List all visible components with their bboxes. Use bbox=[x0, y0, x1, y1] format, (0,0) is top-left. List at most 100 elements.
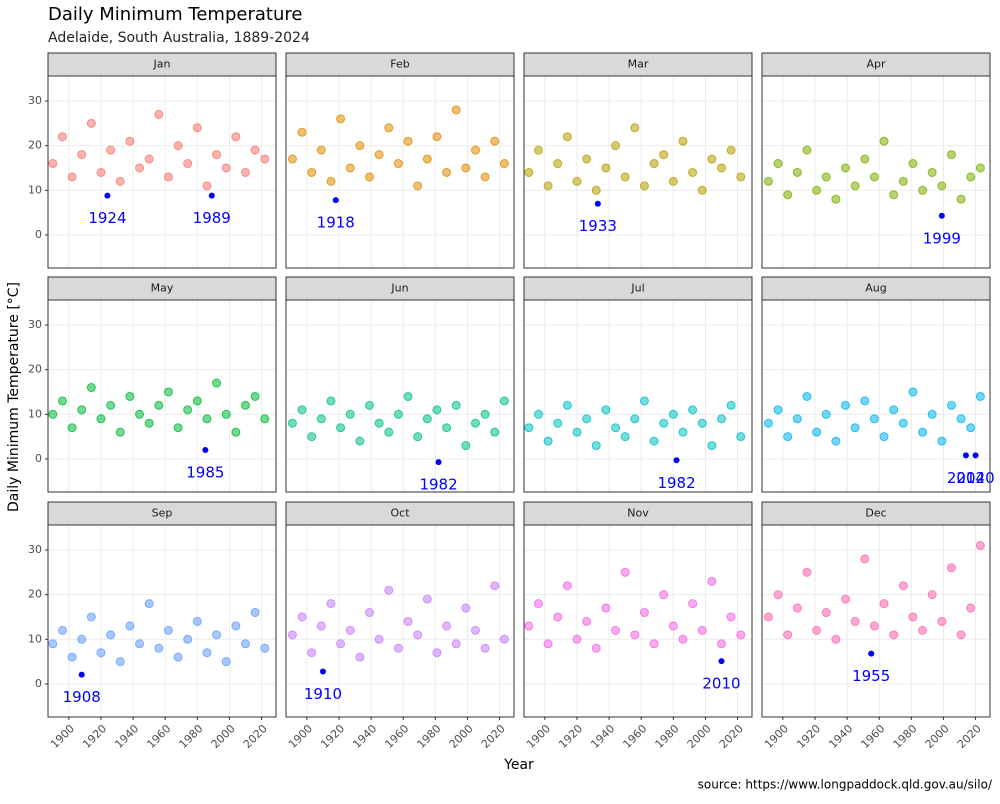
record-label: 2010 bbox=[702, 675, 740, 693]
data-point bbox=[591, 185, 601, 195]
data-point bbox=[48, 639, 58, 649]
strip-label: Jun bbox=[390, 282, 408, 295]
data-point bbox=[163, 625, 173, 635]
strip-label: Feb bbox=[390, 58, 409, 71]
data-point bbox=[879, 136, 889, 146]
panel-border bbox=[761, 299, 991, 493]
data-point bbox=[850, 181, 860, 191]
data-point bbox=[649, 639, 659, 649]
data-point bbox=[115, 176, 125, 186]
panel-border bbox=[523, 75, 753, 269]
data-point bbox=[364, 400, 374, 410]
data-point bbox=[173, 423, 183, 433]
record-label: 2014 bbox=[947, 469, 985, 487]
y-tick-label: 20 bbox=[28, 139, 42, 152]
data-point bbox=[553, 418, 563, 428]
record-label: 1999 bbox=[923, 229, 961, 247]
strip-label: Nov bbox=[627, 507, 649, 520]
strip-label: May bbox=[151, 282, 174, 295]
panel-border bbox=[285, 75, 515, 269]
panel-border bbox=[47, 75, 277, 269]
data-point bbox=[889, 405, 899, 415]
data-point bbox=[831, 436, 841, 446]
x-tick-label: 1940 bbox=[826, 722, 855, 751]
x-tick-label: 1960 bbox=[144, 722, 173, 751]
strip-label: Mar bbox=[628, 58, 649, 71]
data-point bbox=[221, 163, 231, 173]
data-point bbox=[582, 414, 592, 424]
data-point bbox=[726, 400, 736, 410]
data-point bbox=[316, 414, 326, 424]
data-point bbox=[86, 383, 96, 393]
data-point bbox=[716, 639, 726, 649]
data-point bbox=[927, 409, 937, 419]
record-label: 1989 bbox=[193, 209, 231, 227]
panel-border bbox=[523, 524, 753, 718]
record-point bbox=[208, 192, 215, 199]
data-point bbox=[773, 405, 783, 415]
data-point bbox=[240, 400, 250, 410]
data-point bbox=[451, 400, 461, 410]
x-tick-label: 1920 bbox=[80, 722, 109, 751]
data-point bbox=[533, 145, 543, 155]
x-tick-label: 1960 bbox=[858, 722, 887, 751]
data-point bbox=[927, 590, 937, 600]
data-point bbox=[316, 621, 326, 631]
data-point bbox=[57, 625, 67, 635]
y-tick-label: 10 bbox=[28, 407, 42, 420]
x-tick-label: 1900 bbox=[762, 722, 791, 751]
x-tick-label: 2020 bbox=[479, 722, 508, 751]
data-point bbox=[611, 625, 621, 635]
data-point bbox=[250, 391, 260, 401]
data-point bbox=[432, 132, 442, 142]
data-point bbox=[736, 630, 746, 640]
y-tick-label: 20 bbox=[28, 363, 42, 376]
record-point bbox=[104, 192, 111, 199]
panel-background bbox=[524, 76, 752, 268]
panel-background bbox=[48, 300, 276, 492]
data-point bbox=[183, 634, 193, 644]
data-point bbox=[591, 643, 601, 653]
data-point bbox=[163, 172, 173, 182]
data-point bbox=[422, 154, 432, 164]
data-point bbox=[173, 652, 183, 662]
chart-title: Daily Minimum Temperature bbox=[48, 4, 302, 25]
data-point bbox=[115, 427, 125, 437]
data-point bbox=[620, 567, 630, 577]
data-point bbox=[173, 141, 183, 151]
data-point bbox=[946, 563, 956, 573]
data-point bbox=[927, 167, 937, 177]
data-point bbox=[572, 176, 582, 186]
data-point bbox=[125, 621, 135, 631]
data-point bbox=[543, 181, 553, 191]
record-point bbox=[319, 668, 326, 675]
data-point bbox=[413, 432, 423, 442]
data-point bbox=[956, 630, 966, 640]
data-point bbox=[345, 409, 355, 419]
data-point bbox=[601, 603, 611, 613]
data-point bbox=[393, 643, 403, 653]
record-label: 1955 bbox=[852, 667, 890, 685]
x-tick-label: 1920 bbox=[794, 722, 823, 751]
data-point bbox=[611, 423, 621, 433]
data-point bbox=[860, 154, 870, 164]
data-point bbox=[432, 405, 442, 415]
data-point bbox=[812, 427, 822, 437]
panel-border bbox=[47, 524, 277, 718]
strip-label: Aug bbox=[865, 282, 886, 295]
data-point bbox=[840, 400, 850, 410]
data-point bbox=[918, 625, 928, 635]
data-point bbox=[792, 167, 802, 177]
data-point bbox=[975, 541, 985, 551]
x-tick-label: 2000 bbox=[685, 722, 714, 751]
data-point bbox=[736, 432, 746, 442]
x-tick-label: 1900 bbox=[48, 722, 77, 751]
data-point bbox=[802, 391, 812, 401]
y-tick-label: 0 bbox=[35, 677, 42, 690]
data-point bbox=[812, 185, 822, 195]
y-tick-label: 30 bbox=[28, 318, 42, 331]
data-point bbox=[659, 150, 669, 160]
data-point bbox=[183, 405, 193, 415]
data-point bbox=[297, 127, 307, 137]
data-point bbox=[77, 634, 87, 644]
